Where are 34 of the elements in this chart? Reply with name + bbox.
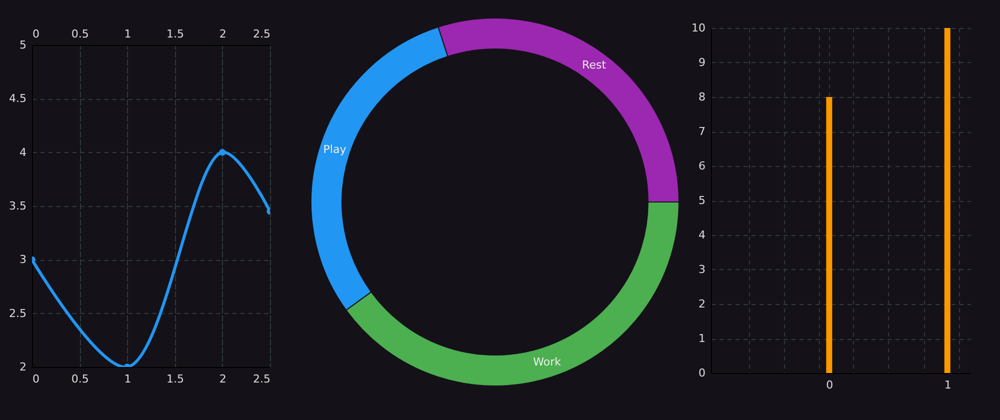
x2-tick-label: 0 xyxy=(32,28,40,40)
x2-tick-label: 2 xyxy=(219,28,226,40)
x2-tick-label: 1.5 xyxy=(166,28,184,40)
y-tick-label: 5 xyxy=(20,38,26,52)
y-tick-label: 2 xyxy=(698,298,706,310)
slice-label: Play xyxy=(323,142,347,156)
y-tick-label: 9 xyxy=(698,56,706,69)
x-tick-label: 1 xyxy=(124,372,132,386)
x-tick-label: 0 xyxy=(32,372,40,386)
slice-label: Work xyxy=(533,355,562,368)
y-tick-label: 7 xyxy=(698,125,706,138)
x-tick-label: 0.5 xyxy=(71,372,89,386)
y-tick-label: 3 xyxy=(698,263,706,276)
y-tick-label: 10 xyxy=(692,22,706,34)
x2-tick-label: 0.5 xyxy=(71,28,89,40)
x2-tick-label: 2.5 xyxy=(253,28,270,40)
x2-tick-label: 1 xyxy=(124,28,132,40)
x-tick-label: 2 xyxy=(219,372,226,386)
y-tick-label: 8 xyxy=(698,90,706,104)
slice-label: Rest xyxy=(582,58,607,72)
y-tick-label: 1 xyxy=(698,332,706,345)
x-tick-label: 2.5 xyxy=(253,372,270,386)
y-tick-label: 4.5 xyxy=(9,92,26,106)
y-tick-label: 6 xyxy=(698,160,706,172)
x-tick-label: 1.5 xyxy=(166,372,184,386)
x-tick-label: 1 xyxy=(944,378,952,392)
y-tick-label: 2.5 xyxy=(9,306,26,320)
y-tick-label: 5 xyxy=(698,194,706,207)
y-tick-label: 3 xyxy=(20,253,26,266)
y-tick-label: 2 xyxy=(20,360,26,374)
y-tick-label: 4 xyxy=(698,228,706,242)
y-tick-label: 4 xyxy=(20,146,26,159)
y-tick-label: 3.5 xyxy=(9,200,26,212)
x-tick-label: 0 xyxy=(826,378,834,392)
